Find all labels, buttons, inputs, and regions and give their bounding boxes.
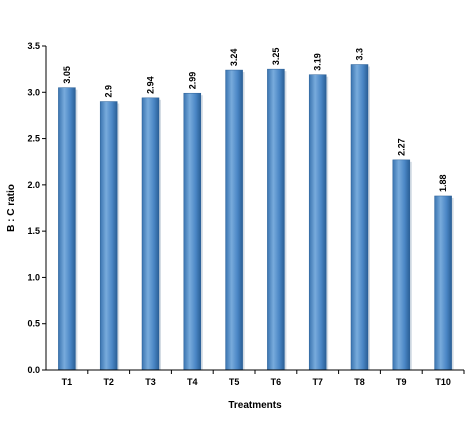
bar-t6	[267, 68, 285, 371]
data-label-t6: 3.25	[271, 48, 281, 66]
y-tick-label: 1.5	[27, 226, 40, 236]
data-label-t3: 2.94	[146, 76, 156, 94]
x-axis-title: Treatments	[228, 400, 282, 411]
x-tick-label: T3	[145, 377, 156, 387]
x-tick-label: T10	[435, 377, 451, 387]
y-ticks-group: 0.0 0.5 1.0 1.5 2.0 2.5 3.0 3.5	[27, 41, 46, 375]
y-tick-label: 0.0	[27, 365, 40, 375]
data-label-t4: 2.99	[187, 72, 197, 90]
y-axis-title: B : C ratio	[6, 184, 17, 232]
x-tick-label: T5	[229, 377, 240, 387]
bar-t4	[183, 92, 202, 371]
data-label-t5: 3.24	[229, 49, 239, 67]
data-labels-group: 3.05 2.9 2.94 2.99 3.24 3.25 3.19 3.3 2.27 1.88	[62, 48, 448, 192]
y-tick-label: 3.5	[27, 41, 40, 51]
data-label-t2: 2.9	[104, 85, 114, 98]
y-tick-label: 0.5	[27, 319, 40, 329]
bar-t8	[350, 64, 369, 371]
bar-t1	[58, 87, 76, 371]
x-tick-label: T8	[354, 377, 365, 387]
data-label-t9: 2.27	[396, 138, 406, 156]
data-label-t10: 1.88	[438, 174, 448, 192]
x-tick-label: T1	[62, 377, 73, 387]
x-tick-label: T4	[187, 377, 198, 387]
x-tick-label: T6	[271, 377, 282, 387]
bars-group	[58, 64, 454, 371]
y-tick-label: 2.5	[27, 134, 40, 144]
bar-t7	[308, 74, 327, 371]
y-tick-label: 1.0	[27, 272, 40, 282]
bar-t5	[225, 69, 243, 371]
bar-t3	[141, 97, 160, 371]
x-ticks-group: T1 T2 T3 T4 T5 T6 T7 T8 T9 T10	[62, 370, 465, 387]
y-tick-label: 3.0	[27, 87, 40, 97]
data-label-t8: 3.3	[355, 48, 365, 61]
bar-t10	[434, 195, 452, 371]
data-label-t7: 3.19	[313, 53, 323, 71]
data-label-t1: 3.05	[62, 66, 72, 84]
x-tick-label: T2	[103, 377, 114, 387]
x-tick-label: T9	[396, 377, 407, 387]
bar-t2	[99, 101, 118, 371]
x-tick-label: T7	[312, 377, 323, 387]
bar-t9	[392, 159, 411, 371]
y-tick-label: 2.0	[27, 180, 40, 190]
